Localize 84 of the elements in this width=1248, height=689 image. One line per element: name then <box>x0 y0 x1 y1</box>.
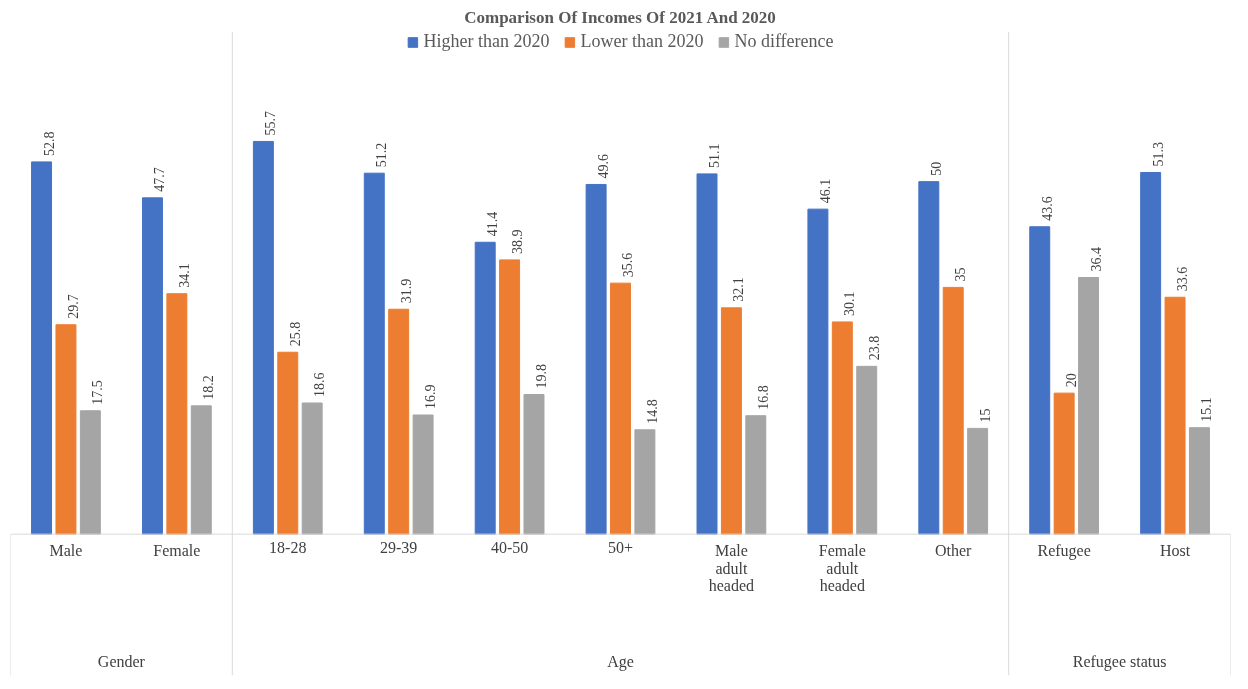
data-label: 52.8 <box>41 131 57 156</box>
bar <box>942 286 964 535</box>
x-tick-label: 29-39 <box>380 538 418 556</box>
bar <box>1078 277 1100 535</box>
data-label: 35.6 <box>620 252 636 278</box>
x-tick-label: Host <box>1159 541 1191 559</box>
data-label: 19.8 <box>533 364 549 389</box>
legend-label: No difference <box>734 31 834 52</box>
bar <box>31 161 53 535</box>
bar <box>523 394 545 535</box>
text: Age <box>607 652 634 671</box>
bar <box>696 173 718 535</box>
data-label: 35 <box>953 267 969 282</box>
text: Refugee status <box>1072 652 1167 671</box>
x-tick-label: Female adult headed <box>818 541 866 595</box>
data-label: 36.4 <box>1088 247 1104 272</box>
data-label: 20 <box>1064 373 1080 388</box>
bar <box>807 208 829 535</box>
chart-title: Comparison Of Incomes Of 2021 And 2020 <box>464 7 776 27</box>
data-label: 14.8 <box>644 399 660 424</box>
data-label: 16.8 <box>755 385 771 410</box>
bar <box>634 429 656 535</box>
bar <box>499 259 521 535</box>
data-label: 16.9 <box>423 384 439 409</box>
data-label: 30.1 <box>842 291 858 316</box>
bar <box>363 172 385 535</box>
legend-label: Lower than 2020 <box>580 31 704 52</box>
data-label: 23.8 <box>866 335 882 361</box>
data-label: 31.9 <box>398 278 414 304</box>
bar <box>856 365 878 535</box>
data-label: 32.1 <box>731 277 747 302</box>
data-label: 33.6 <box>1175 266 1191 292</box>
data-label: 50 <box>928 161 944 176</box>
bar <box>967 427 989 535</box>
data-label: 51.2 <box>374 142 390 168</box>
bar <box>301 402 323 535</box>
data-label: 55.7 <box>263 110 279 136</box>
bar <box>141 197 163 535</box>
x-tick-label: Other <box>935 541 973 559</box>
data-label: 38.9 <box>509 229 525 254</box>
data-label: 43.6 <box>1039 196 1055 221</box>
data-label: 51.3 <box>1150 141 1166 167</box>
bar <box>610 282 631 535</box>
x-tick-label: 50+ <box>607 538 634 556</box>
bar <box>190 405 212 535</box>
data-label: 51.1 <box>707 143 723 168</box>
x-tick-label: Refugee <box>1037 541 1091 560</box>
bar <box>166 293 188 535</box>
bar <box>1053 392 1075 535</box>
bar <box>745 415 767 535</box>
bar <box>1140 171 1162 535</box>
data-label: 49.6 <box>596 153 612 179</box>
bar <box>1029 226 1051 535</box>
bar <box>918 181 940 535</box>
data-label: 18.2 <box>201 375 217 400</box>
data-label: 15.1 <box>1199 397 1215 422</box>
legend-label: Higher than 2020 <box>423 31 550 52</box>
bar <box>277 351 299 535</box>
bar <box>412 414 434 535</box>
x-tick-label: Male <box>49 541 83 559</box>
x-tick-label: Female <box>153 541 201 559</box>
bar <box>474 241 496 535</box>
x-tick-label: 18-28 <box>269 538 307 556</box>
data-label: 41.4 <box>485 211 501 237</box>
data-label: 46.1 <box>817 178 833 204</box>
x-tick-label: 40-50 <box>490 538 529 556</box>
bar <box>585 183 607 535</box>
bar <box>720 307 742 535</box>
data-label: 17.5 <box>90 380 106 405</box>
data-label: 18.6 <box>312 372 328 397</box>
data-label: 47.7 <box>152 167 168 192</box>
bar <box>1164 296 1186 535</box>
bar <box>1188 427 1210 535</box>
data-label: 29.7 <box>65 294 81 319</box>
bar <box>55 324 77 535</box>
data-label: 25.8 <box>287 321 303 347</box>
bar <box>252 140 274 535</box>
bar <box>79 410 101 535</box>
bar <box>388 308 410 535</box>
text: Gender <box>97 652 146 670</box>
x-tick-label: Male adult headed <box>708 541 755 595</box>
data-label: 15 <box>977 408 993 423</box>
bar <box>831 321 853 535</box>
data-label: 34.1 <box>176 263 192 288</box>
